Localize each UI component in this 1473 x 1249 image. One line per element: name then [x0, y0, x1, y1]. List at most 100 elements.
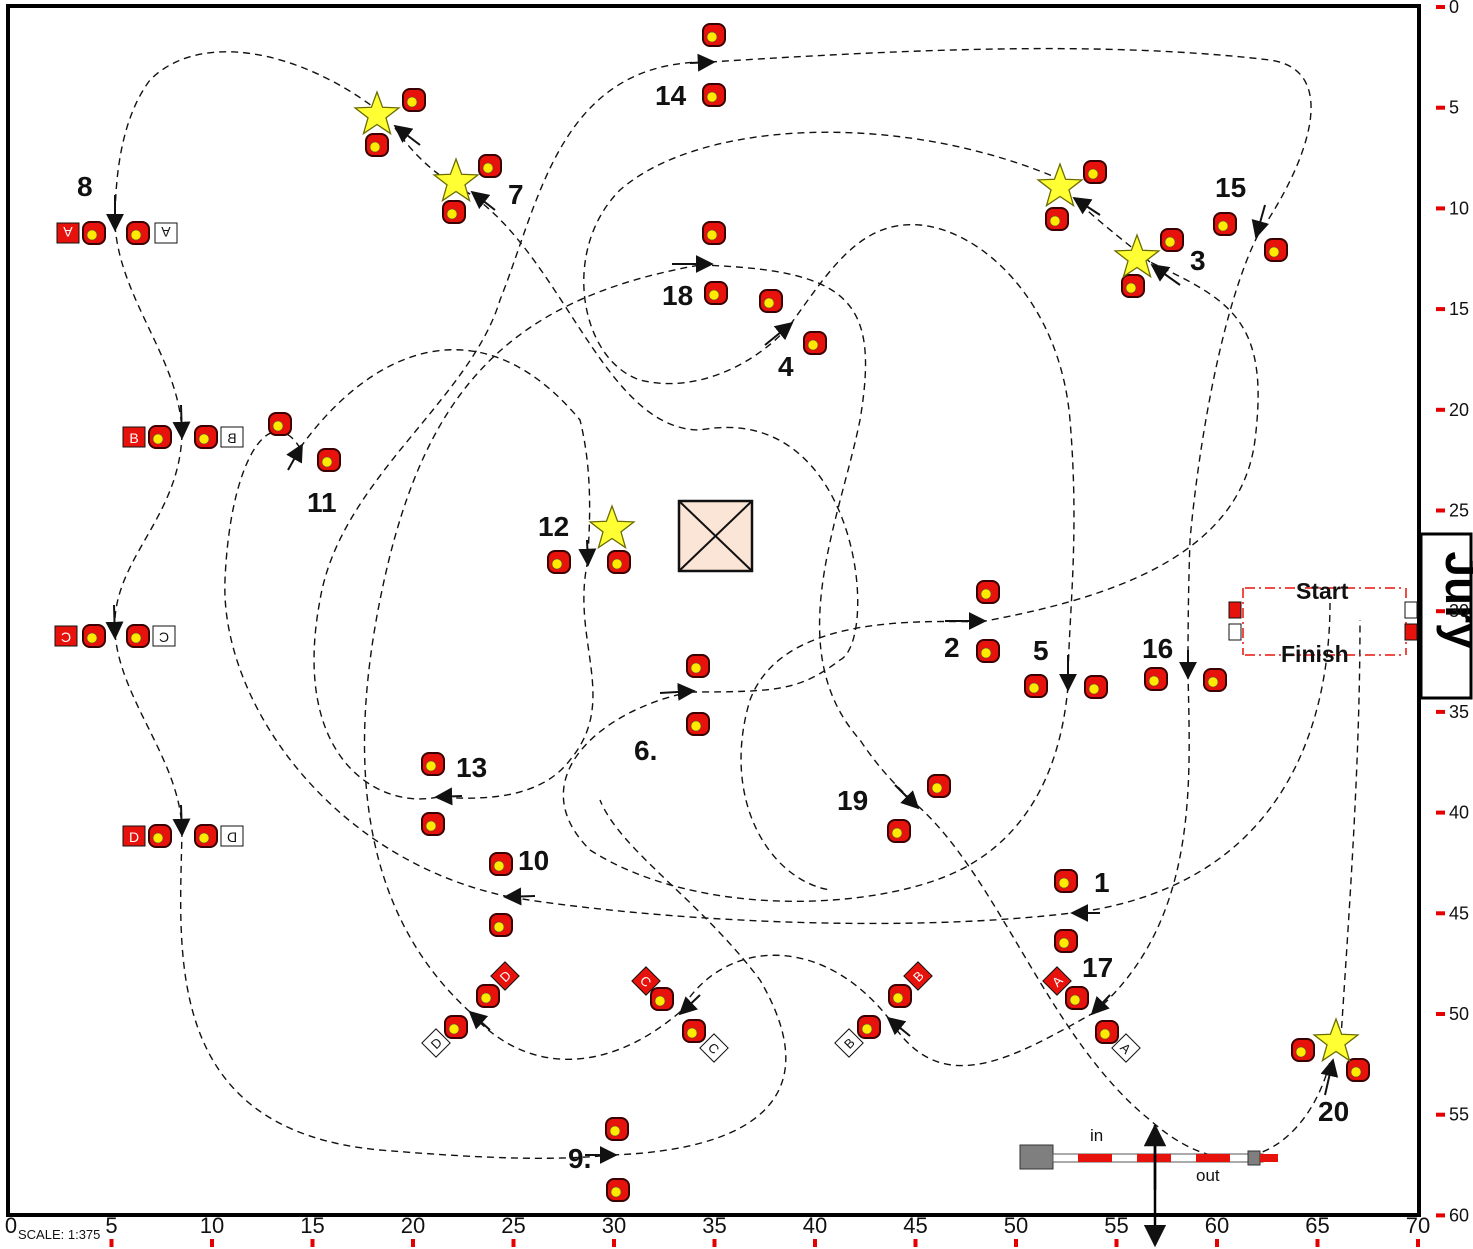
pole-marker: [268, 412, 292, 436]
y-tick-label: 30: [1449, 601, 1469, 621]
pole-marker: [1264, 238, 1288, 262]
y-tick-label: 20: [1449, 400, 1469, 420]
x-axis: 0 5 10 15 20 25 30 35 40 45 50 55 60 65 70: [5, 1213, 1430, 1247]
x-tick-mark: [1215, 1239, 1219, 1247]
svg-text:B: B: [129, 430, 138, 446]
pole-marker: [605, 1117, 629, 1141]
pole-marker: [1121, 274, 1145, 298]
svg-text:C: C: [159, 629, 169, 645]
y-axis: 0 5 10 15 20 25 30 35 40 45 50 55 60: [1436, 0, 1469, 1225]
x-tick-mark: [1014, 1239, 1018, 1247]
y-tick-mark: [1436, 709, 1445, 714]
x-tick-label: 50: [1004, 1213, 1028, 1238]
poles: [82, 23, 1370, 1202]
pole-marker: [1095, 1020, 1119, 1044]
y-tick-label: 35: [1449, 702, 1469, 722]
star-icon: [1312, 1017, 1360, 1063]
obstacle-number-11: 11: [307, 487, 337, 518]
obstacle-number-18: 18: [662, 280, 693, 311]
obstacle-number-13: 13: [456, 752, 487, 783]
obstacle-number-9: 9.: [568, 1143, 591, 1174]
x-tick-label: 35: [702, 1213, 726, 1238]
pole-marker: [126, 221, 150, 245]
y-tick-label: 50: [1449, 1004, 1469, 1024]
pole-marker: [317, 448, 341, 472]
pole-marker: [888, 984, 912, 1008]
x-tick-mark: [1416, 1239, 1420, 1247]
obstacle-number-5: 5: [1033, 635, 1049, 666]
y-tick-mark: [1436, 1112, 1445, 1117]
pole-marker: [1144, 667, 1168, 691]
letter-marker: C: [699, 1033, 729, 1063]
pole-marker: [702, 23, 726, 47]
pole-marker: [607, 550, 631, 574]
obstacle-number-17: 17: [1082, 952, 1113, 983]
y-tick-label: 25: [1449, 501, 1469, 521]
obstacle-number-19: 19: [837, 785, 868, 816]
pole-marker: [547, 550, 571, 574]
x-tick-label: 45: [903, 1213, 927, 1238]
letter-marker: B: [903, 961, 933, 991]
start-label: Start: [1296, 578, 1349, 604]
y-tick-mark: [1436, 5, 1445, 9]
star-icon: [588, 504, 636, 550]
y-tick-mark: [1436, 810, 1445, 815]
letter-marker: A: [154, 222, 178, 244]
start-finish-area: Start Finish: [1228, 578, 1418, 667]
y-tick-mark: [1436, 609, 1445, 614]
pole-marker: [1346, 1058, 1370, 1082]
star-icon: [353, 90, 401, 136]
x-tick-mark: [813, 1239, 817, 1247]
pole-marker: [478, 154, 502, 178]
x-tick-label: 40: [803, 1213, 827, 1238]
letter-marker: D: [490, 961, 520, 991]
x-tick-label: 10: [200, 1213, 224, 1238]
jury-box: Jury: [1419, 532, 1473, 700]
x-tick-mark: [913, 1239, 918, 1247]
y-tick-label: 15: [1449, 299, 1469, 319]
pole-marker: [702, 221, 726, 245]
letter-markers: A A B B C C D D A A B B C C D D: [54, 222, 1141, 1063]
svg-text:D: D: [227, 829, 237, 845]
obstacle-number-1: 1: [1094, 867, 1110, 898]
x-tick-label: 55: [1104, 1213, 1128, 1238]
x-tick-label: 20: [401, 1213, 425, 1238]
y-tick-mark: [1436, 911, 1445, 916]
pole-marker: [402, 88, 426, 112]
x-tick-mark: [511, 1239, 516, 1247]
letter-marker: B: [122, 426, 146, 448]
svg-text:A: A: [161, 224, 171, 240]
star-icon: [1113, 233, 1161, 279]
y-tick-mark: [1436, 1213, 1445, 1218]
x-tick-mark: [411, 1239, 415, 1247]
pole-marker: [442, 200, 466, 224]
pole-marker: [704, 281, 728, 305]
pole-marker: [82, 221, 106, 245]
letter-marker: A: [1042, 966, 1072, 996]
y-tick-mark: [1436, 206, 1445, 211]
obstacle-number-16: 16: [1142, 633, 1173, 664]
obstacle-number-14: 14: [655, 80, 687, 111]
pole-marker: [1160, 228, 1184, 252]
pole-marker: [606, 1178, 630, 1202]
star-icon: [432, 157, 480, 203]
pole-marker: [759, 289, 783, 313]
pole-marker: [365, 133, 389, 157]
obstacle-number-12: 12: [538, 511, 569, 542]
pole-marker: [194, 425, 218, 449]
letter-marker: C: [54, 625, 78, 647]
in-label: in: [1090, 1126, 1103, 1145]
letter-marker: A: [56, 222, 80, 244]
y-tick-label: 5: [1449, 98, 1459, 118]
x-tick-mark: [109, 1239, 114, 1247]
x-tick-mark: [1114, 1239, 1119, 1247]
out-label: out: [1196, 1166, 1220, 1185]
y-tick-mark: [1436, 105, 1445, 110]
pole-marker: [148, 425, 172, 449]
x-tick-label: 25: [501, 1213, 525, 1238]
x-tick-label: 70: [1406, 1213, 1430, 1238]
pole-marker: [1291, 1038, 1315, 1062]
star-icon: [1036, 162, 1084, 208]
obstacle-number-6: 6.: [634, 735, 657, 766]
y-tick-label: 0: [1449, 0, 1459, 17]
